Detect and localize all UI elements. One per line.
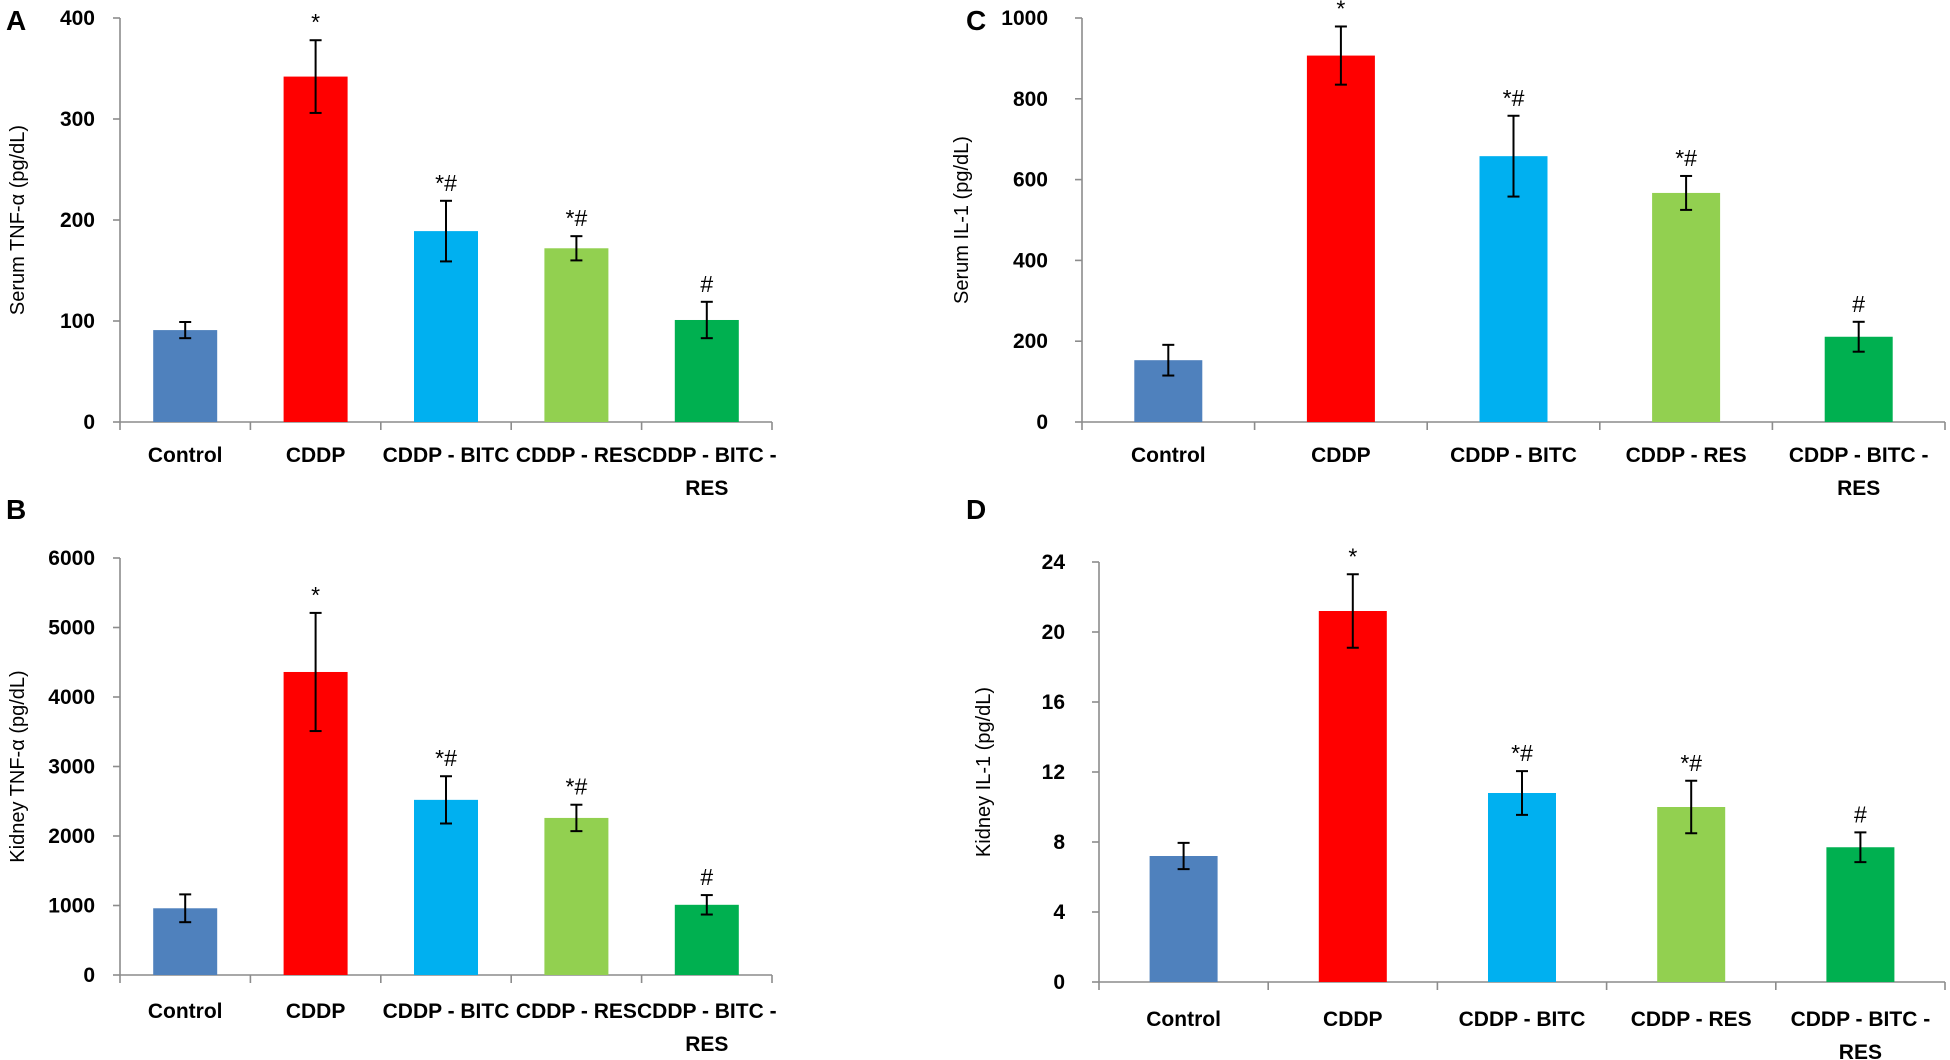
bar — [1657, 807, 1726, 982]
y-tick-label: 100 — [60, 310, 95, 333]
x-category-label: CDDP - BITC - — [637, 1000, 777, 1023]
x-category-label: CDDP - BITC - — [1791, 1008, 1931, 1031]
panel-letter: D — [966, 494, 986, 525]
x-category-label: CDDP - BITC — [383, 1000, 510, 1023]
bar — [544, 817, 609, 975]
bar — [674, 904, 739, 975]
bar — [414, 799, 478, 975]
y-axis-title: Kidney TNF-α (pg/dL) — [7, 670, 29, 862]
x-category-label: CDDP - RES — [516, 444, 637, 467]
significance-label: *# — [566, 774, 588, 800]
y-tick-label: 8 — [1053, 831, 1065, 854]
y-tick-label: 200 — [1013, 330, 1048, 353]
bar — [1318, 611, 1387, 982]
y-tick-label: 0 — [1053, 971, 1065, 994]
y-tick-label: 1000 — [48, 895, 95, 918]
bar — [1826, 847, 1895, 982]
significance-label: *# — [1675, 145, 1697, 171]
y-tick-label: 800 — [1013, 88, 1048, 111]
bar — [283, 76, 348, 422]
chart-panel-a: A Serum TNF-α (pg/dL) 0 100 200 300 400 Control… — [6, 5, 777, 500]
y-tick-label: 20 — [1042, 621, 1065, 644]
x-category-label: CDDP - BITC — [1450, 444, 1577, 467]
y-tick-label: 5000 — [48, 617, 95, 640]
bar — [544, 248, 609, 422]
significance-label: *# — [1680, 750, 1702, 776]
significance-label: # — [700, 271, 713, 297]
x-category-label: CDDP — [1323, 1008, 1383, 1031]
y-tick-label: 3000 — [48, 756, 95, 779]
significance-label: *# — [435, 745, 457, 771]
bar — [153, 330, 218, 422]
bar — [1479, 156, 1548, 422]
significance-label: *# — [566, 205, 588, 231]
x-category-label: RES — [685, 477, 728, 500]
y-axis-title: Kidney IL-1 (pg/dL) — [973, 687, 995, 857]
y-axis-title: Serum IL-1 (pg/dL) — [951, 136, 973, 304]
significance-label: * — [311, 9, 320, 35]
x-category-label: CDDP - BITC — [383, 444, 510, 467]
x-category-label: Control — [1131, 444, 1206, 467]
significance-label: * — [311, 582, 320, 608]
panel-letter: A — [6, 5, 26, 36]
y-tick-label: 4 — [1053, 901, 1065, 924]
x-category-label: CDDP — [286, 444, 346, 467]
bar — [1488, 793, 1556, 982]
y-tick-label: 300 — [60, 108, 95, 131]
significance-label: *# — [1503, 85, 1525, 111]
significance-label: * — [1336, 0, 1345, 21]
x-category-label: CDDP - RES — [516, 1000, 637, 1023]
y-tick-label: 1000 — [1001, 7, 1048, 30]
x-category-label: RES — [1837, 477, 1880, 500]
x-category-label: RES — [685, 1033, 728, 1056]
y-tick-label: 0 — [83, 411, 95, 434]
significance-label: # — [1854, 801, 1867, 827]
panel-letter: C — [966, 5, 986, 36]
y-tick-label: 12 — [1042, 761, 1065, 784]
bar — [1149, 856, 1218, 982]
y-tick-label: 0 — [83, 964, 95, 987]
chart-panel-c: C Serum IL-1 (pg/dL) 0 200 400 600 800 1000 Cont… — [951, 0, 1946, 500]
chart-panel-d: D Kidney IL-1 (pg/dL) 0 4 8 12 16 20 24 Control * C… — [966, 494, 1946, 1060]
x-category-label: CDDP — [286, 1000, 346, 1023]
bar — [1306, 55, 1375, 423]
y-tick-label: 400 — [1013, 249, 1048, 272]
x-category-label: CDDP - BITC — [1459, 1008, 1586, 1031]
bar — [414, 231, 478, 422]
y-tick-label: 200 — [60, 209, 95, 232]
significance-label: * — [1348, 543, 1357, 569]
chart-panel-b: B Kidney TNF-α (pg/dL) 0 1000 2000 3000 4000 50… — [6, 494, 777, 1056]
x-category-label: CDDP - BITC - — [1789, 444, 1929, 467]
x-category-label: Control — [148, 1000, 223, 1023]
y-axis-title: Serum TNF-α (pg/dL) — [7, 125, 29, 315]
significance-label: *# — [435, 170, 457, 196]
y-tick-label: 6000 — [48, 547, 95, 570]
y-tick-label: 24 — [1042, 551, 1066, 574]
x-category-label: CDDP — [1311, 444, 1371, 467]
y-tick-label: 600 — [1013, 169, 1048, 192]
x-category-label: Control — [1146, 1008, 1221, 1031]
y-tick-label: 16 — [1042, 691, 1065, 714]
x-category-label: Control — [148, 444, 223, 467]
x-category-label: RES — [1839, 1041, 1882, 1060]
bar — [1652, 192, 1721, 422]
x-category-label: CDDP - RES — [1631, 1008, 1752, 1031]
x-category-label: CDDP - RES — [1626, 444, 1747, 467]
x-category-label: CDDP - BITC - — [637, 444, 777, 467]
y-tick-label: 2000 — [48, 825, 95, 848]
y-tick-label: 0 — [1036, 411, 1048, 434]
y-tick-label: 400 — [60, 7, 95, 30]
panel-letter: B — [6, 494, 26, 525]
significance-label: *# — [1511, 740, 1533, 766]
y-tick-label: 4000 — [48, 686, 95, 709]
significance-label: # — [1852, 291, 1865, 317]
significance-label: # — [700, 864, 713, 890]
